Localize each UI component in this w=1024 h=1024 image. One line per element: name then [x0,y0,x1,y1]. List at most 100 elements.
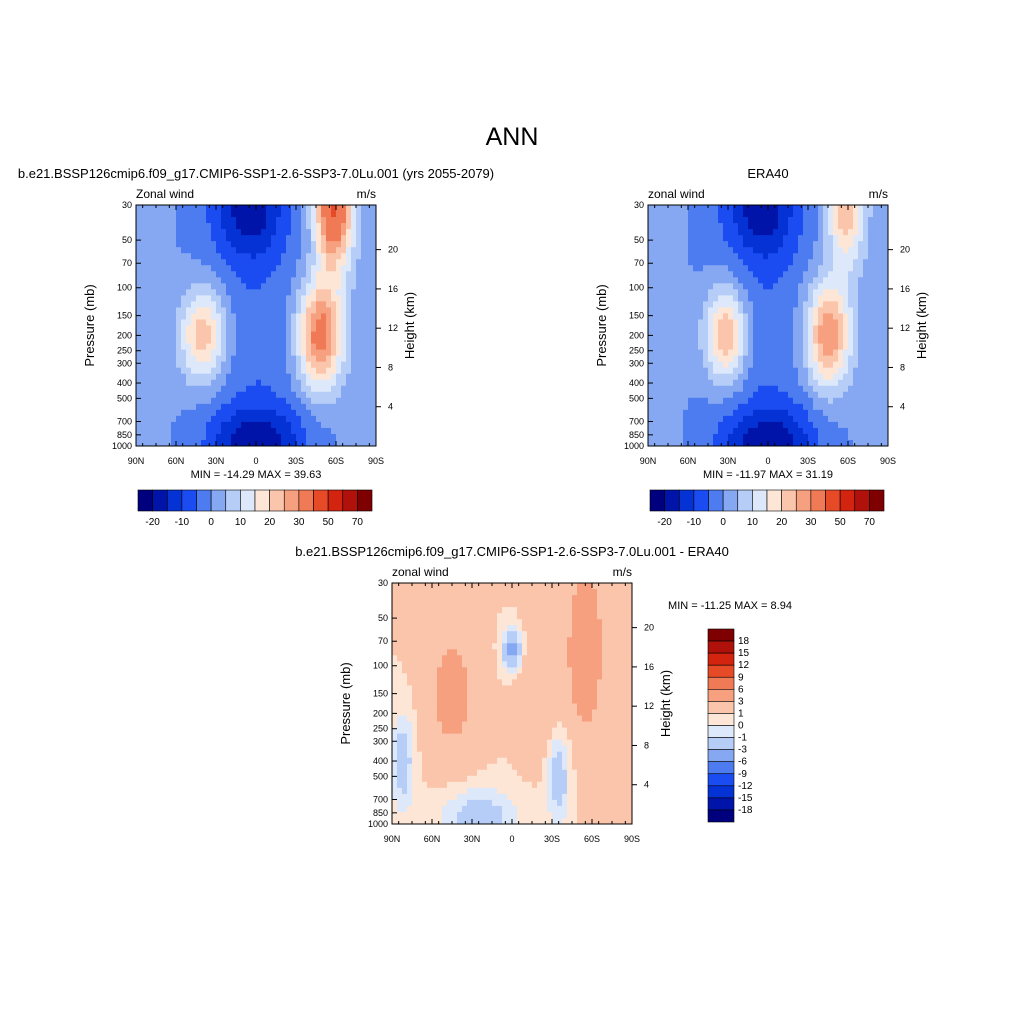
contour-cell [141,337,147,344]
contour-cell [266,343,272,351]
contour-cell [301,205,307,212]
contour-cell [146,427,152,435]
contour-cell [141,283,147,290]
contour-cell [291,367,297,375]
contour-cell [798,313,804,320]
contour-cell [472,745,478,753]
contour-cell [723,403,729,411]
contour-cell [788,301,794,308]
contour-cell [397,721,403,729]
contour-cell [256,433,262,441]
contour-cell [246,337,252,344]
contour-cell [693,367,699,375]
contour-cell [397,781,403,789]
contour-cell [196,211,202,218]
contour-cell [683,283,689,290]
contour-cell [843,289,849,296]
contour-cell [813,367,819,375]
contour-cell [723,235,729,242]
contour-cell [221,229,227,236]
contour-cell [472,805,478,813]
contour-cell [442,595,448,602]
contour-cell [256,271,262,278]
contour-cell [678,343,684,351]
contour-cell [878,241,884,248]
contour-cell [798,439,804,447]
contour-cell [306,439,312,447]
contour-cell [723,427,729,435]
contour-cell [141,397,147,405]
contour-cell [487,643,493,650]
contour-cell [291,247,297,254]
contour-cell [286,427,292,435]
contour-cell [201,307,207,314]
contour-cell [482,685,488,692]
contour-cell [171,301,177,308]
contour-cell [467,733,473,741]
contour-cell [191,253,197,260]
contour-cell [221,367,227,375]
contour-cell [457,691,463,698]
contour-cell [211,397,217,405]
contour-cell [668,331,674,338]
contour-cell [397,787,403,795]
contour-cell [733,373,739,381]
contour-cell [482,721,488,729]
x-tick-label: 30S [288,456,304,466]
contour-cell [497,805,503,813]
contour-cell [698,259,704,266]
contour-cell [141,385,147,393]
contour-cell [708,259,714,266]
contour-cell [828,223,834,230]
contour-cell [868,415,874,423]
contour-cell [156,253,162,260]
contour-cell [718,211,724,218]
contour-cell [206,421,212,429]
min-max-stats: MIN = -11.97 MAX = 31.19 [703,469,833,481]
contour-cell [176,289,182,296]
contour-cell [683,235,689,242]
contour-cell [392,811,398,819]
contour-cell [808,421,814,429]
contour-cell [813,439,819,447]
colorbar-label: 70 [352,517,364,528]
contour-cell [838,391,844,399]
contour-cell [863,439,869,447]
contour-cell [678,397,684,405]
contour-cell [417,793,423,801]
contour-cell [422,751,428,759]
contour-cell [356,265,362,272]
contour-cell [206,223,212,230]
contour-cell [713,373,719,381]
contour-cell [432,589,438,596]
contour-cell [296,277,302,284]
contour-cell [698,235,704,242]
contour-cell [361,415,367,423]
contour-cell [492,799,498,807]
contour-cell [241,409,247,417]
contour-cell [366,397,372,405]
contour-cell [497,637,503,644]
contour-cell [818,379,824,387]
contour-cell [301,439,307,447]
contour-cell [171,433,177,441]
contour-cell [151,289,157,296]
contour-cell [487,601,493,608]
contour-cell [808,361,814,369]
contour-cell [412,811,418,819]
contour-cell [371,415,377,423]
contour-cell [718,367,724,375]
contour-cell [201,349,207,357]
contour-cell [487,661,493,668]
contour-cell [452,763,458,771]
contour-cell [728,337,734,344]
contour-cell [437,787,443,795]
contour-cell [768,205,774,212]
contour-cell [738,343,744,351]
contour-cell [261,283,267,290]
contour-cell [306,211,312,218]
contour-cell [331,253,337,260]
contour-cell [311,307,317,314]
contour-cell [472,607,478,614]
contour-cell [688,337,694,344]
